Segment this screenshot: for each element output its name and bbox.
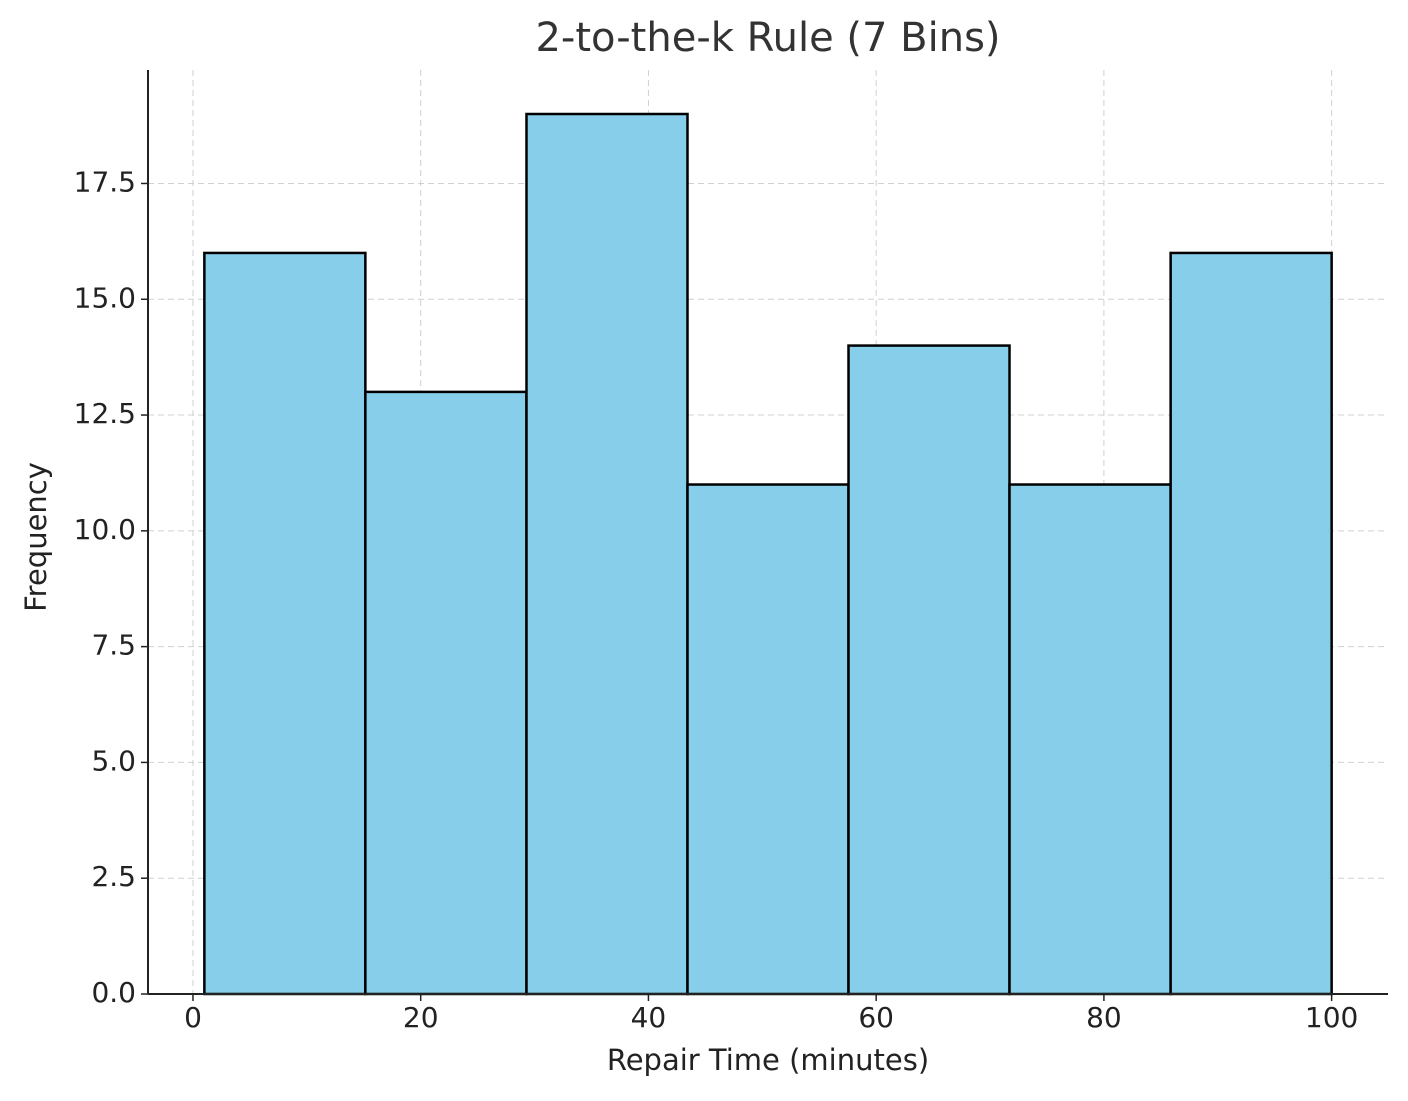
x-tick-label: 20 [403,1001,439,1034]
y-tick-label: 0.0 [91,976,136,1009]
x-tick-label: 40 [631,1001,667,1034]
x-tick-label: 100 [1305,1001,1358,1034]
y-tick-label: 10.0 [74,513,136,546]
x-tick-label: 80 [1086,1001,1122,1034]
chart-title: 2-to-the-k Rule (7 Bins) [535,15,1000,61]
bar [525,112,689,996]
bar [203,251,367,996]
bar [847,344,1011,996]
y-tick-label: 17.5 [74,165,136,198]
bar [686,483,850,996]
y-tick-label: 7.5 [91,629,136,662]
y-tick-label: 12.5 [74,397,136,430]
x-axis-label: Repair Time (minutes) [607,1043,929,1077]
bar [1008,483,1172,996]
bar [364,390,528,996]
y-tick-label: 15.0 [74,281,136,314]
y-tick-label: 2.5 [91,860,136,893]
x-tick-label: 60 [858,1001,894,1034]
y-axis-label: Frequency [19,462,53,612]
y-tick-label: 5.0 [91,744,136,777]
bar [1169,251,1333,996]
x-tick-label: 0 [184,1001,202,1034]
